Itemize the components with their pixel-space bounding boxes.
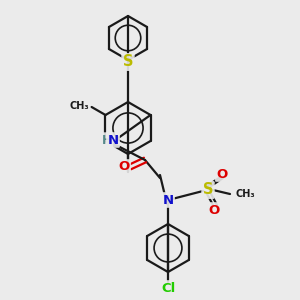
Text: O: O: [208, 203, 220, 217]
Text: N: N: [107, 134, 118, 146]
Text: O: O: [216, 167, 228, 181]
Text: Cl: Cl: [161, 281, 175, 295]
Text: O: O: [118, 160, 130, 173]
Text: N: N: [162, 194, 174, 206]
Text: CH₃: CH₃: [235, 189, 255, 199]
Text: H: H: [102, 134, 112, 146]
Text: S: S: [123, 55, 133, 70]
Text: CH₃: CH₃: [69, 101, 88, 111]
Text: S: S: [203, 182, 213, 197]
